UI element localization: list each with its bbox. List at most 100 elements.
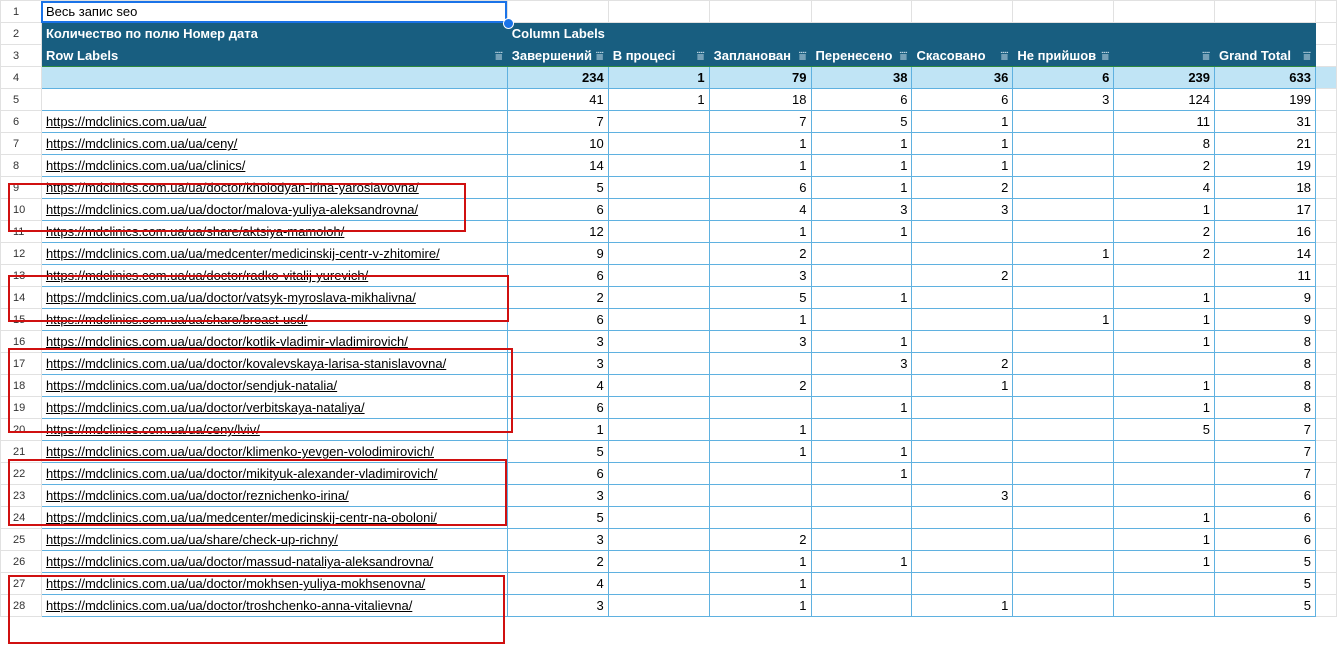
- value-cell[interactable]: 3: [810, 198, 913, 221]
- value-cell[interactable]: 18: [708, 88, 812, 111]
- value-cell[interactable]: 6: [1214, 528, 1316, 551]
- url-link[interactable]: https://mdclinics.com.ua/ua/doctor/kholo…: [45, 180, 419, 195]
- row-header[interactable]: 10: [0, 198, 42, 221]
- row-header[interactable]: 4: [0, 66, 42, 89]
- value-cell[interactable]: 2: [708, 242, 812, 265]
- value-cell[interactable]: 1: [1012, 242, 1115, 265]
- value-cell[interactable]: 2: [1113, 242, 1216, 265]
- filter-icon[interactable]: ⩸: [1303, 47, 1311, 63]
- value-cell[interactable]: [911, 550, 1014, 573]
- value-cell[interactable]: 124: [1113, 88, 1216, 111]
- row-label-cell[interactable]: https://mdclinics.com.ua/ua/doctor/sendj…: [40, 374, 508, 397]
- value-cell[interactable]: 8: [1214, 374, 1316, 397]
- value-cell[interactable]: [1012, 110, 1115, 133]
- value-cell[interactable]: [607, 264, 710, 287]
- value-cell[interactable]: 3: [506, 594, 609, 617]
- value-cell[interactable]: 41: [506, 88, 609, 111]
- value-cell[interactable]: 3: [708, 330, 812, 353]
- value-cell[interactable]: [708, 462, 812, 485]
- row-header[interactable]: 15: [0, 308, 42, 331]
- value-cell[interactable]: 1: [708, 308, 812, 331]
- value-cell[interactable]: 1: [810, 132, 913, 155]
- value-cell[interactable]: [607, 154, 710, 177]
- value-cell[interactable]: 3: [506, 484, 609, 507]
- filter-icon[interactable]: ⩸: [798, 47, 807, 63]
- value-cell[interactable]: 1: [810, 440, 913, 463]
- value-cell[interactable]: 8: [1113, 132, 1216, 155]
- value-cell[interactable]: 12: [506, 220, 609, 243]
- value-cell[interactable]: 2: [1113, 154, 1216, 177]
- value-cell[interactable]: [1012, 572, 1115, 595]
- cell[interactable]: [1314, 308, 1337, 331]
- value-cell[interactable]: [607, 528, 710, 551]
- value-cell[interactable]: [1012, 352, 1115, 375]
- value-cell[interactable]: 4: [1113, 176, 1216, 199]
- row-label-cell[interactable]: https://mdclinics.com.ua/ua/: [40, 110, 508, 133]
- cell[interactable]: [1314, 66, 1337, 89]
- filter-icon[interactable]: ⩸: [1000, 47, 1009, 63]
- url-link[interactable]: https://mdclinics.com.ua/ua/share/aktsiy…: [45, 224, 345, 239]
- cell[interactable]: [506, 0, 609, 23]
- value-cell[interactable]: 6: [1012, 66, 1115, 89]
- row-label-cell[interactable]: https://mdclinics.com.ua/ua/doctor/malov…: [40, 198, 508, 221]
- value-cell[interactable]: 8: [1214, 352, 1316, 375]
- cell[interactable]: [1314, 264, 1337, 287]
- value-cell[interactable]: [1113, 264, 1216, 287]
- pivot-column-header[interactable]: В процесі ⩸: [607, 44, 710, 67]
- cell[interactable]: [1314, 528, 1337, 551]
- cell[interactable]: [1314, 396, 1337, 419]
- row-label-cell[interactable]: https://mdclinics.com.ua/ua/doctor/verbi…: [40, 396, 508, 419]
- value-cell[interactable]: 4: [708, 198, 812, 221]
- value-cell[interactable]: [911, 572, 1014, 595]
- value-cell[interactable]: 4: [506, 572, 609, 595]
- value-cell[interactable]: 1: [708, 132, 812, 155]
- value-cell[interactable]: 633: [1214, 66, 1316, 89]
- value-cell[interactable]: 2: [506, 286, 609, 309]
- url-link[interactable]: https://mdclinics.com.ua/ua/doctor/mikit…: [45, 466, 438, 481]
- row-header[interactable]: 11: [0, 220, 42, 243]
- value-cell[interactable]: 1: [810, 154, 913, 177]
- url-link[interactable]: https://mdclinics.com.ua/ua/ceny/lviv/: [45, 422, 260, 437]
- value-cell[interactable]: 10: [506, 132, 609, 155]
- value-cell[interactable]: 1: [1113, 330, 1216, 353]
- row-header[interactable]: 21: [0, 440, 42, 463]
- value-cell[interactable]: [607, 220, 710, 243]
- filter-icon[interactable]: ⩸: [696, 47, 705, 63]
- value-cell[interactable]: 239: [1113, 66, 1216, 89]
- value-cell[interactable]: 3: [506, 352, 609, 375]
- pivot-row-labels[interactable]: Row Labels ⩸: [40, 44, 508, 67]
- cell[interactable]: [1314, 550, 1337, 573]
- row-header[interactable]: 2: [0, 22, 42, 45]
- value-cell[interactable]: [810, 264, 913, 287]
- value-cell[interactable]: [607, 352, 710, 375]
- value-cell[interactable]: 6: [708, 176, 812, 199]
- row-header[interactable]: 8: [0, 154, 42, 177]
- value-cell[interactable]: 1: [810, 286, 913, 309]
- url-link[interactable]: https://mdclinics.com.ua/ua/doctor/rezni…: [45, 488, 349, 503]
- cell[interactable]: [708, 0, 812, 23]
- value-cell[interactable]: 1: [708, 594, 812, 617]
- url-link[interactable]: https://mdclinics.com.ua/ua/share/breast…: [45, 312, 308, 327]
- value-cell[interactable]: 2: [1113, 220, 1216, 243]
- url-link[interactable]: https://mdclinics.com.ua/ua/share/check-…: [45, 532, 338, 547]
- value-cell[interactable]: [1012, 418, 1115, 441]
- value-cell[interactable]: 2: [506, 550, 609, 573]
- value-cell[interactable]: 2: [708, 374, 812, 397]
- value-cell[interactable]: 1: [1113, 528, 1216, 551]
- value-cell[interactable]: 6: [506, 264, 609, 287]
- filter-icon[interactable]: ⩸: [1202, 47, 1211, 63]
- url-link[interactable]: https://mdclinics.com.ua/ua/medcenter/me…: [45, 246, 440, 261]
- value-cell[interactable]: 9: [506, 242, 609, 265]
- value-cell[interactable]: 3: [506, 330, 609, 353]
- value-cell[interactable]: 1: [708, 154, 812, 177]
- row-label-cell[interactable]: https://mdclinics.com.ua/ua/doctor/kotli…: [40, 330, 508, 353]
- row-header[interactable]: 27: [0, 572, 42, 595]
- cell[interactable]: [607, 0, 710, 23]
- value-cell[interactable]: 8: [1214, 396, 1316, 419]
- row-header[interactable]: 19: [0, 396, 42, 419]
- cell[interactable]: [1314, 132, 1337, 155]
- pivot-column-header[interactable]: Не прийшов ⩸: [1012, 44, 1115, 67]
- value-cell[interactable]: 1: [911, 154, 1014, 177]
- value-cell[interactable]: 6: [506, 396, 609, 419]
- value-cell[interactable]: [1012, 330, 1115, 353]
